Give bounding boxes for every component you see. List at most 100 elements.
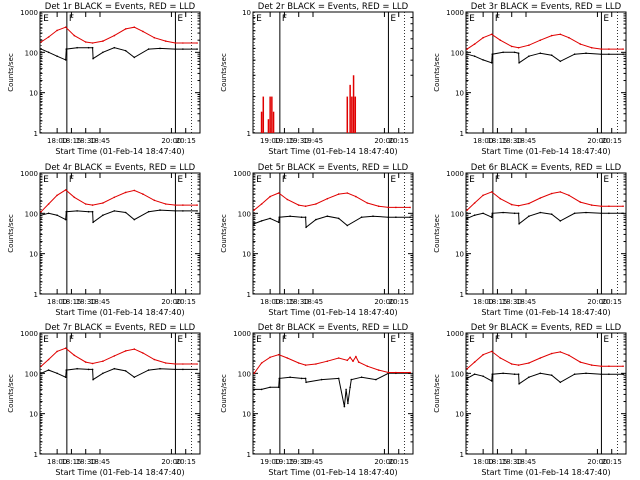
time-marker-label: E [256, 175, 262, 185]
lld-point [499, 39, 502, 41]
events-point [559, 220, 562, 222]
lld-point [622, 365, 624, 368]
x-tick-label: 20:15 [389, 298, 409, 306]
x-tick-label: 20:15 [389, 137, 409, 145]
chart-title: Det 2r BLACK = Events, RED = LLD [258, 2, 409, 12]
events-point [539, 52, 542, 54]
events-point [600, 212, 603, 215]
y-tick-label: 1000 [446, 330, 464, 338]
lld-point [608, 365, 610, 368]
events-point [539, 372, 542, 375]
events-point [528, 376, 530, 379]
x-tick-label: 20:15 [602, 298, 622, 306]
y-tick-label: 1000 [20, 170, 38, 178]
lld-point [304, 364, 307, 366]
lld-point [366, 202, 369, 204]
time-marker-label: F [69, 14, 74, 24]
x-tick-label: 18:45 [516, 298, 536, 306]
chart-title: Det 4r BLACK = Events, RED = LLD [45, 163, 196, 173]
lld-point [466, 209, 468, 211]
x-tick-label: 20:00 [587, 298, 607, 306]
events-point [550, 54, 553, 56]
x-tick-label: 19:45 [303, 458, 323, 466]
chart-title: Det 8r BLACK = Events, RED = LLD [258, 323, 409, 333]
lld-point [352, 360, 354, 363]
lld-point [182, 42, 184, 44]
lld-point [600, 48, 603, 50]
events-point [277, 221, 280, 224]
chart-panel-2: Det 2r BLACK = Events, RED = LLD Counts/s… [220, 2, 414, 156]
lld-point [600, 365, 603, 368]
events-point [182, 368, 184, 371]
events-point [473, 373, 476, 376]
events-point [518, 62, 520, 64]
events-series-line [466, 51, 624, 64]
x-tick-label: 20:15 [602, 458, 622, 466]
events-point [517, 373, 520, 376]
events-point [387, 216, 390, 218]
y-tick-label: 1 [460, 451, 464, 459]
lld-point [315, 363, 317, 365]
events-point [87, 46, 90, 49]
lld-point [113, 355, 116, 357]
lld-point [539, 39, 542, 41]
x-tick-label: 20:00 [374, 298, 394, 306]
events-point [466, 217, 468, 220]
plot-frame [465, 11, 627, 134]
x-tick-label: 20:15 [176, 298, 196, 306]
events-point [196, 48, 198, 50]
lld-point [102, 40, 104, 42]
x-tick-label: 20:00 [161, 458, 181, 466]
lld-point [164, 362, 167, 364]
events-point [159, 367, 161, 370]
events-point [56, 55, 58, 57]
lld-point [579, 361, 582, 363]
y-tick-label: 1000 [20, 9, 38, 17]
events-point [40, 48, 42, 50]
y-axis-label: Counts/sec [7, 214, 15, 253]
events-point [47, 212, 50, 215]
time-marker-label: F [69, 335, 74, 345]
x-tick-label: 20:00 [161, 298, 181, 306]
y-tick-label: 10 [29, 251, 38, 259]
x-tick-label: 18:30 [76, 137, 96, 145]
lld-point [124, 350, 127, 352]
plot-frame [252, 11, 414, 134]
events-point [573, 53, 576, 55]
events-point [92, 378, 94, 381]
events-point [253, 388, 255, 391]
plot-frame [39, 332, 201, 455]
plot-frame [39, 11, 201, 134]
events-point [466, 377, 468, 380]
lld-point [395, 371, 397, 374]
lld-point [91, 362, 94, 365]
y-tick-label: 1000 [446, 9, 464, 17]
events-point [573, 212, 576, 215]
x-axis-label: Start Time (01-Feb-14 18:47:40) [55, 147, 184, 156]
events-point [550, 213, 553, 215]
lld-point [277, 192, 280, 194]
events-point [585, 372, 587, 375]
y-tick-label: 1000 [233, 170, 251, 178]
x-tick-label: 18:00 [260, 298, 280, 306]
y-axis-label: Counts/sec [7, 374, 15, 413]
lld-point [164, 203, 167, 205]
events-point [102, 51, 104, 54]
lld-series-line [466, 350, 624, 370]
events-point [147, 369, 150, 371]
time-marker-label: F [69, 175, 74, 185]
events-point [269, 386, 271, 389]
events-point [559, 381, 562, 384]
chart-title: Det 1r BLACK = Events, RED = LLD [45, 2, 196, 12]
events-point [102, 372, 104, 375]
lld-point [590, 46, 593, 49]
lld-point [174, 204, 177, 206]
time-marker-label: E [603, 175, 609, 185]
lld-point [196, 42, 198, 44]
events-point [608, 373, 610, 376]
x-tick-label: 20:00 [161, 137, 181, 145]
events-point [64, 376, 67, 379]
chart-panel-7: Det 7r BLACK = Events, RED = LLD Counts/s… [7, 323, 201, 477]
x-tick-label: 18:00 [473, 137, 493, 145]
x-tick-label: 19:30 [289, 458, 309, 466]
